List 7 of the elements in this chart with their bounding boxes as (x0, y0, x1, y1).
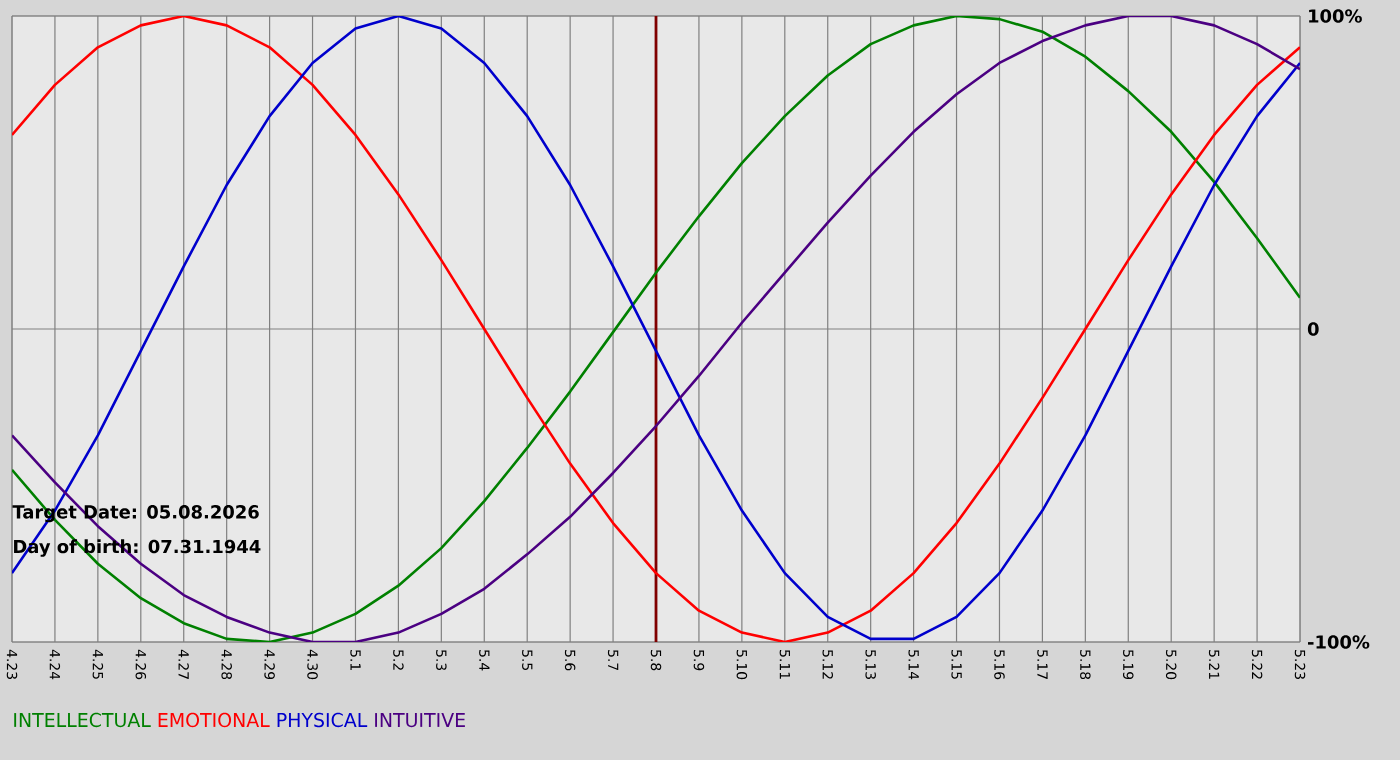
y-tick-label: 0 (1307, 322, 1319, 336)
y-tick-label: -100% (1308, 635, 1370, 649)
text: INTUITIVE (375, 713, 465, 728)
text: EMOTIONAL (158, 712, 270, 728)
y-tick-label: 100% (1309, 9, 1362, 23)
text: PHYSICAL (277, 712, 368, 728)
text: INTELLECTUAL (14, 712, 151, 728)
